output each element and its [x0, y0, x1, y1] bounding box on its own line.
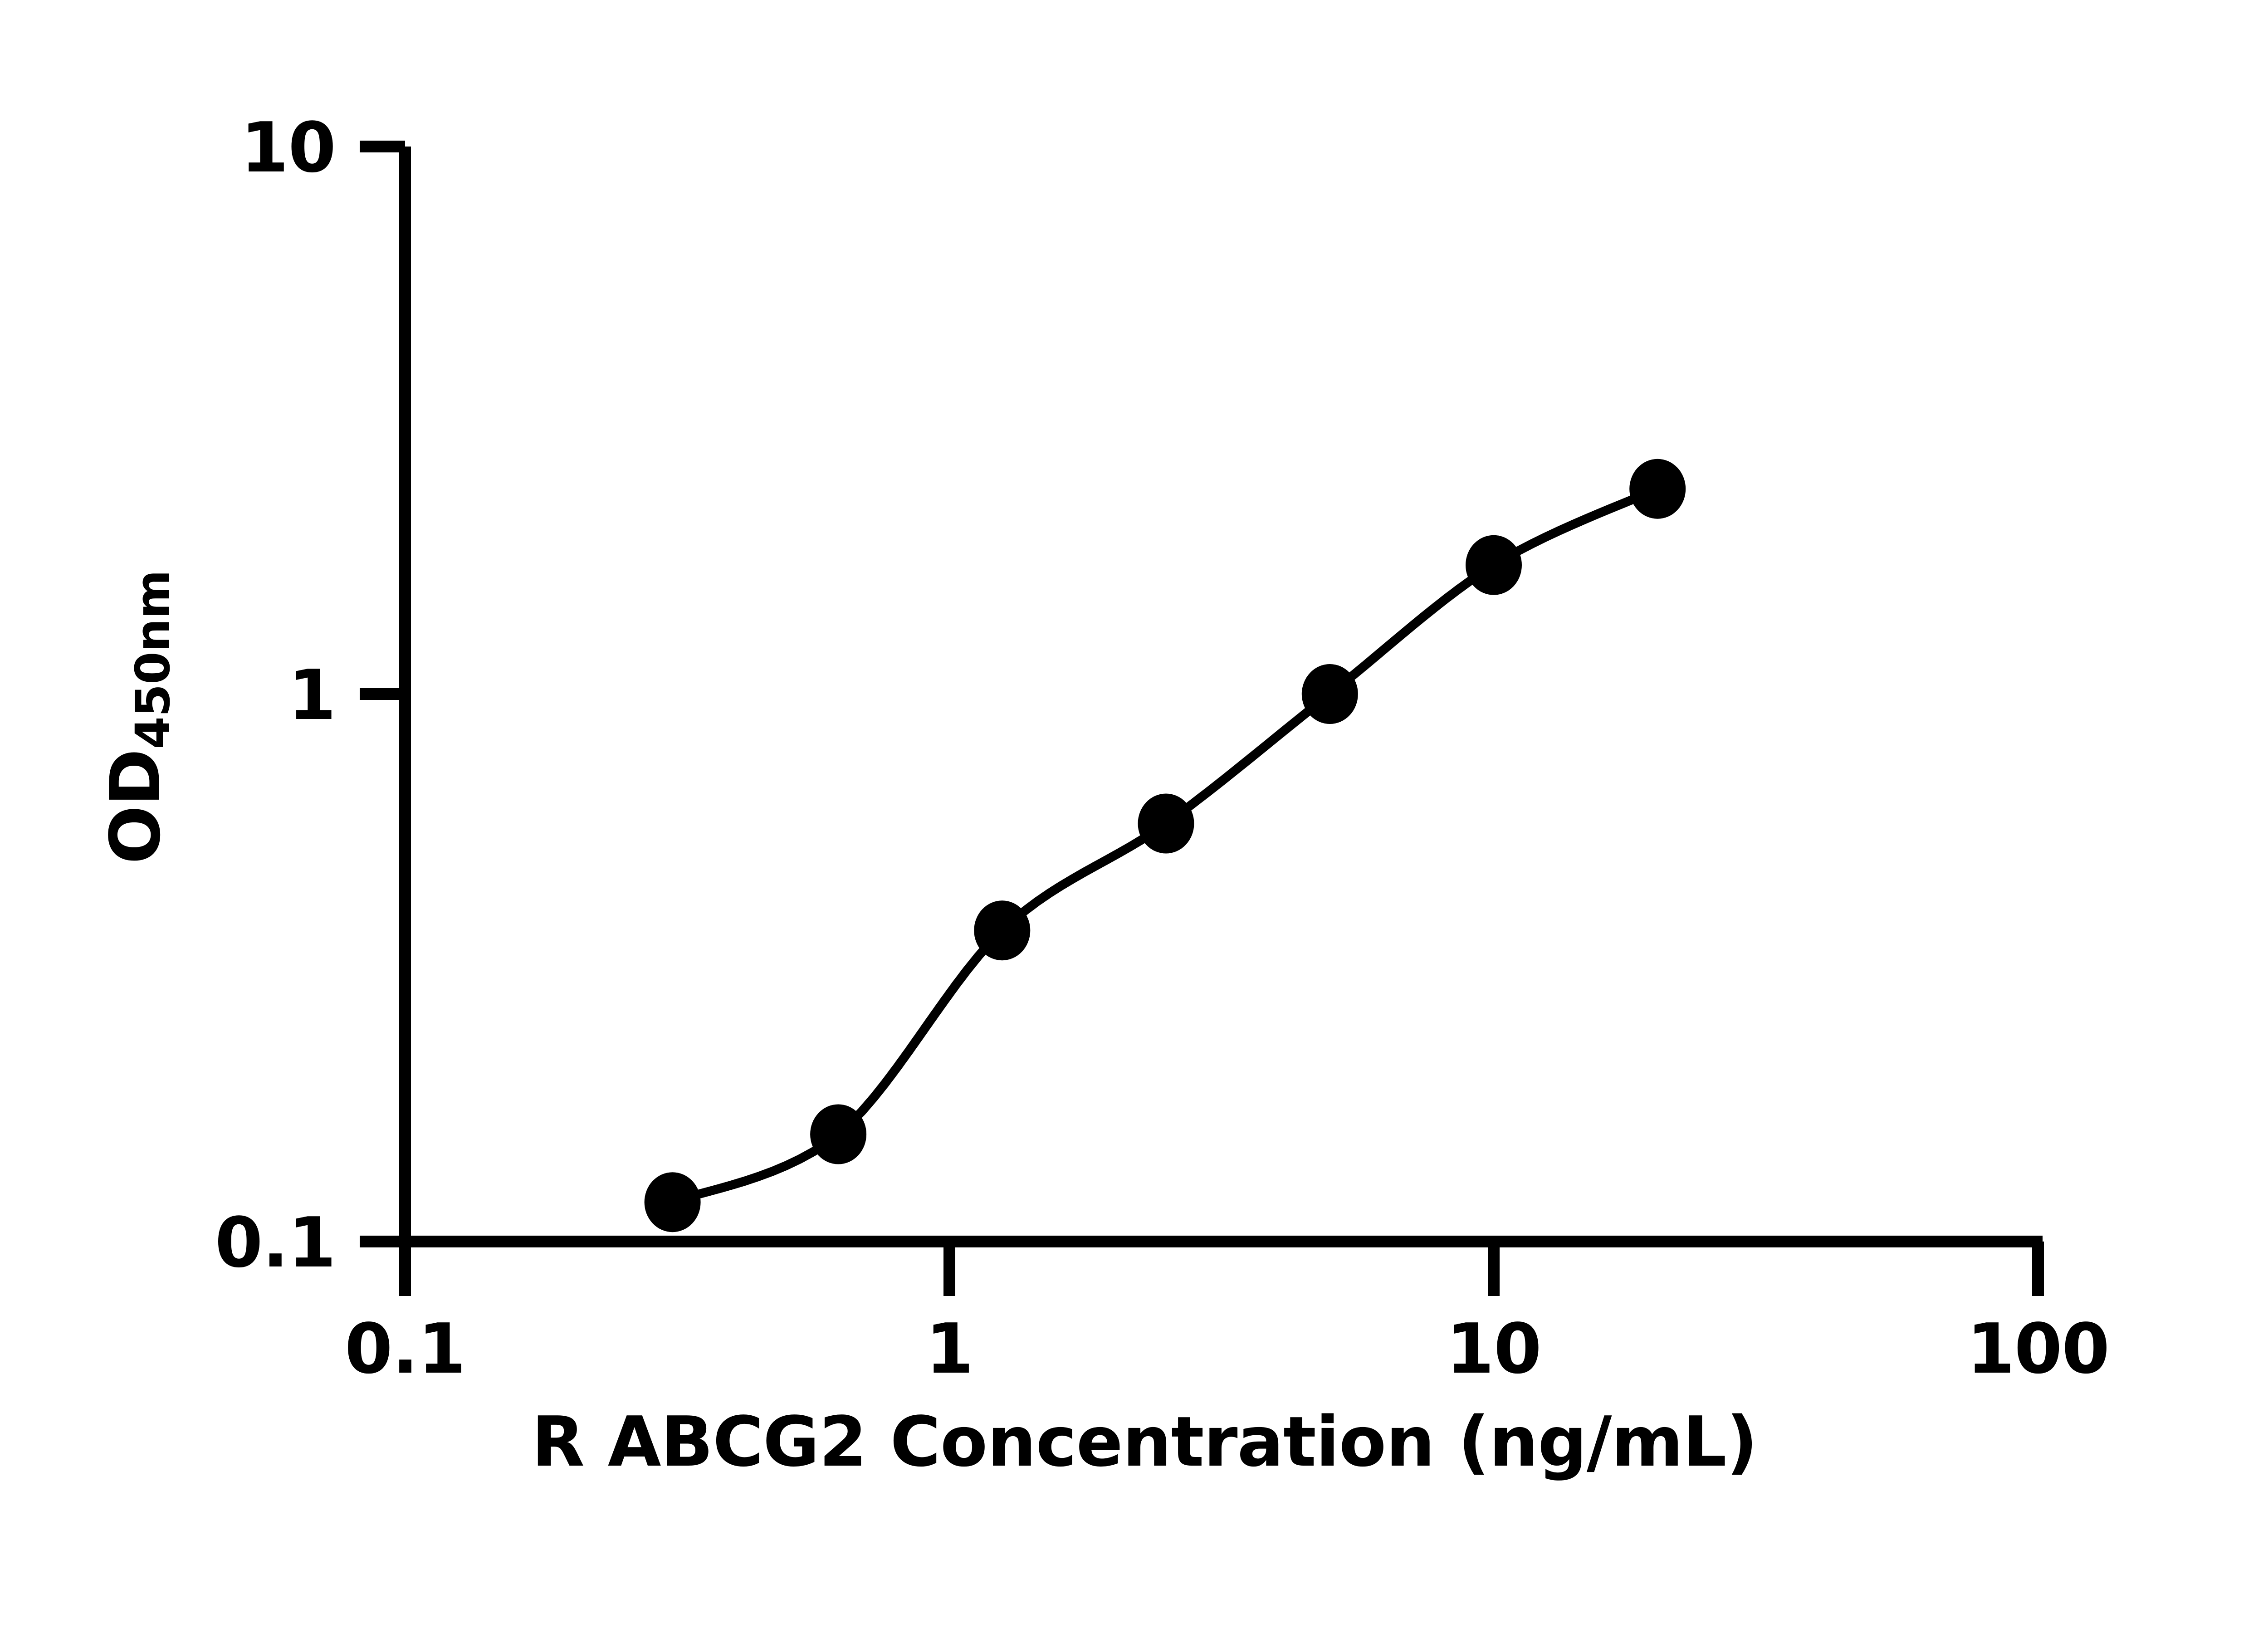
x-axis-ticks: [399, 1242, 2044, 1296]
data-point: [1466, 535, 1522, 595]
data-point: [1629, 459, 1686, 519]
data-point-group: [644, 459, 1686, 1232]
y-axis-title-subscript: 450nm: [125, 570, 181, 749]
data-point: [1138, 793, 1194, 854]
y-tick-label-10: 10: [240, 108, 336, 188]
data-point: [644, 1172, 701, 1232]
x-tick-label-1: 1: [925, 1309, 974, 1389]
y-tick-label-0.1: 0.1: [215, 1203, 336, 1283]
y-axis-ticks: [360, 141, 405, 1247]
data-point: [1301, 664, 1358, 724]
y-axis-title: OD450nm: [95, 570, 181, 864]
x-tick-label-10: 10: [1446, 1309, 1542, 1389]
x-axis-title: R ABCG2 Concentration (ng/mL): [531, 1402, 1758, 1482]
y-tick-label-1: 1: [288, 655, 336, 735]
y-axis-title-base: OD: [95, 749, 176, 864]
x-tick-label-100: 100: [1966, 1309, 2110, 1389]
data-point: [974, 900, 1031, 961]
data-point: [810, 1104, 867, 1164]
x-tick-label-0.1: 0.1: [344, 1309, 466, 1389]
